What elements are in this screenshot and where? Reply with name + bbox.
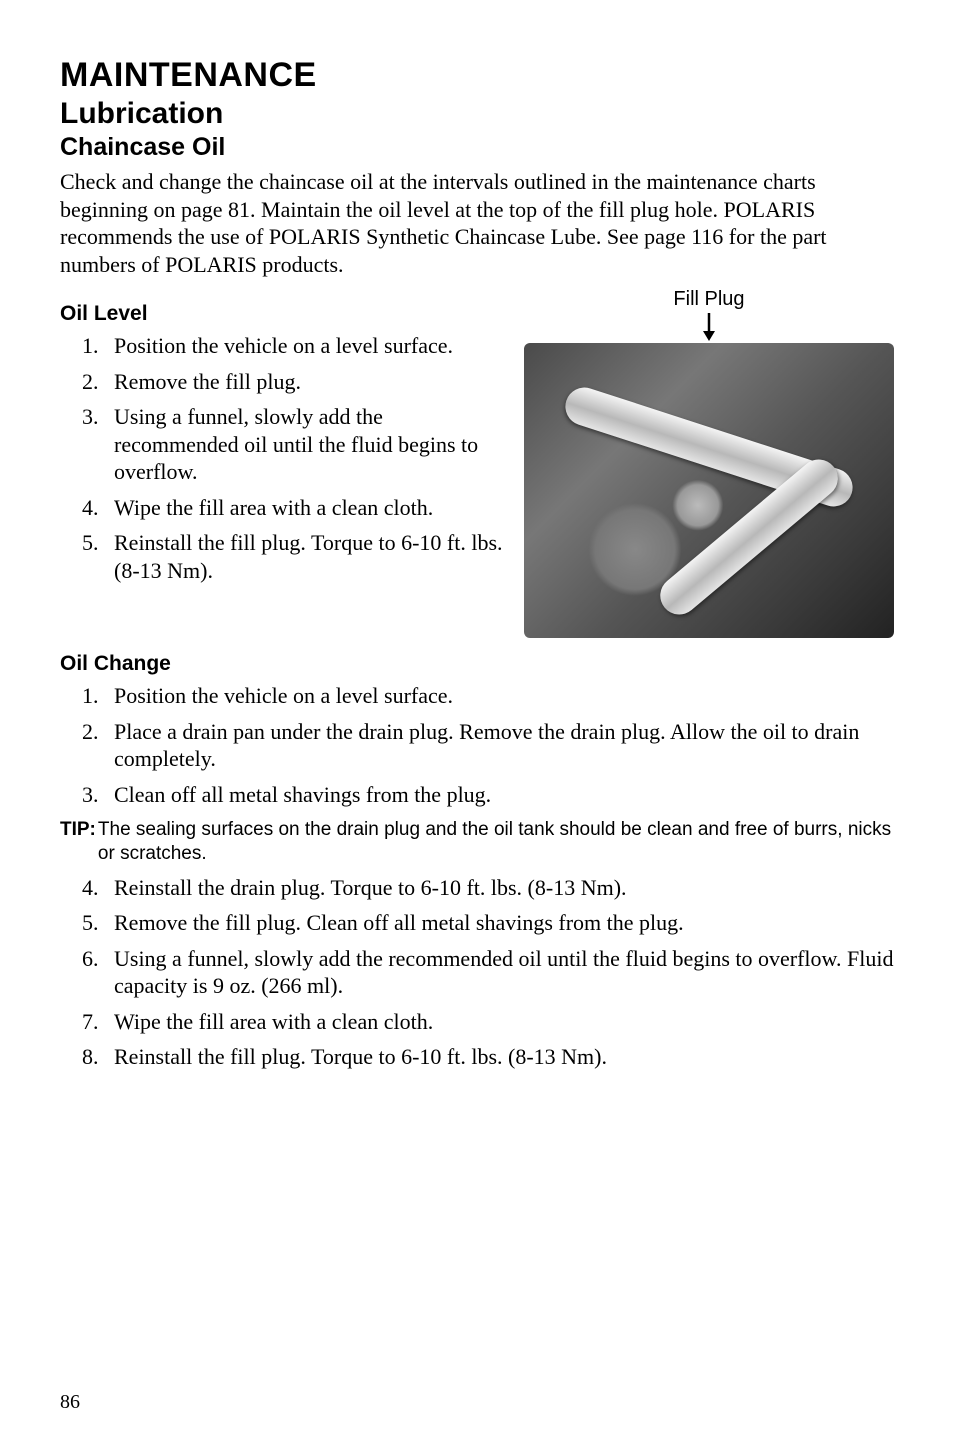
list-item: Clean off all metal shavings from the pl… bbox=[104, 781, 894, 809]
fill-plug-photo bbox=[524, 343, 894, 638]
list-item: Remove the fill plug. bbox=[104, 368, 504, 396]
list-item: Reinstall the fill plug. Torque to 6-10 … bbox=[104, 1043, 894, 1071]
oil-level-list: Position the vehicle on a level surface.… bbox=[60, 332, 504, 584]
subsection-title: Lubrication bbox=[60, 97, 894, 131]
page-number: 86 bbox=[60, 1391, 80, 1414]
list-item: Using a funnel, slowly add the recommend… bbox=[104, 403, 504, 486]
intro-paragraph: Check and change the chaincase oil at th… bbox=[60, 168, 894, 278]
list-item: Position the vehicle on a level surface. bbox=[104, 682, 894, 710]
oil-change-list-b: Reinstall the drain plug. Torque to 6-10… bbox=[60, 874, 894, 1071]
list-item: Reinstall the fill plug. Torque to 6-10 … bbox=[104, 529, 504, 584]
oil-change-list-a: Position the vehicle on a level surface.… bbox=[60, 682, 894, 808]
figure-caption: Fill Plug bbox=[524, 288, 894, 311]
section-title: MAINTENANCE bbox=[60, 56, 894, 95]
list-item: Place a drain pan under the drain plug. … bbox=[104, 718, 894, 773]
tip-note: TIP: The sealing surfaces on the drain p… bbox=[60, 818, 894, 866]
oil-change-heading: Oil Change bbox=[60, 652, 894, 676]
tip-label: TIP: bbox=[60, 818, 96, 866]
list-item: Wipe the fill area with a clean cloth. bbox=[104, 494, 504, 522]
tip-text: The sealing surfaces on the drain plug a… bbox=[96, 818, 894, 866]
list-item: Using a funnel, slowly add the recommend… bbox=[104, 945, 894, 1000]
callout-arrow bbox=[524, 313, 894, 341]
topic-title: Chaincase Oil bbox=[60, 133, 894, 162]
list-item: Wipe the fill area with a clean cloth. bbox=[104, 1008, 894, 1036]
list-item: Position the vehicle on a level surface. bbox=[104, 332, 504, 360]
list-item: Reinstall the drain plug. Torque to 6-10… bbox=[104, 874, 894, 902]
list-item: Remove the fill plug. Clean off all meta… bbox=[104, 909, 894, 937]
oil-level-heading: Oil Level bbox=[60, 302, 504, 326]
